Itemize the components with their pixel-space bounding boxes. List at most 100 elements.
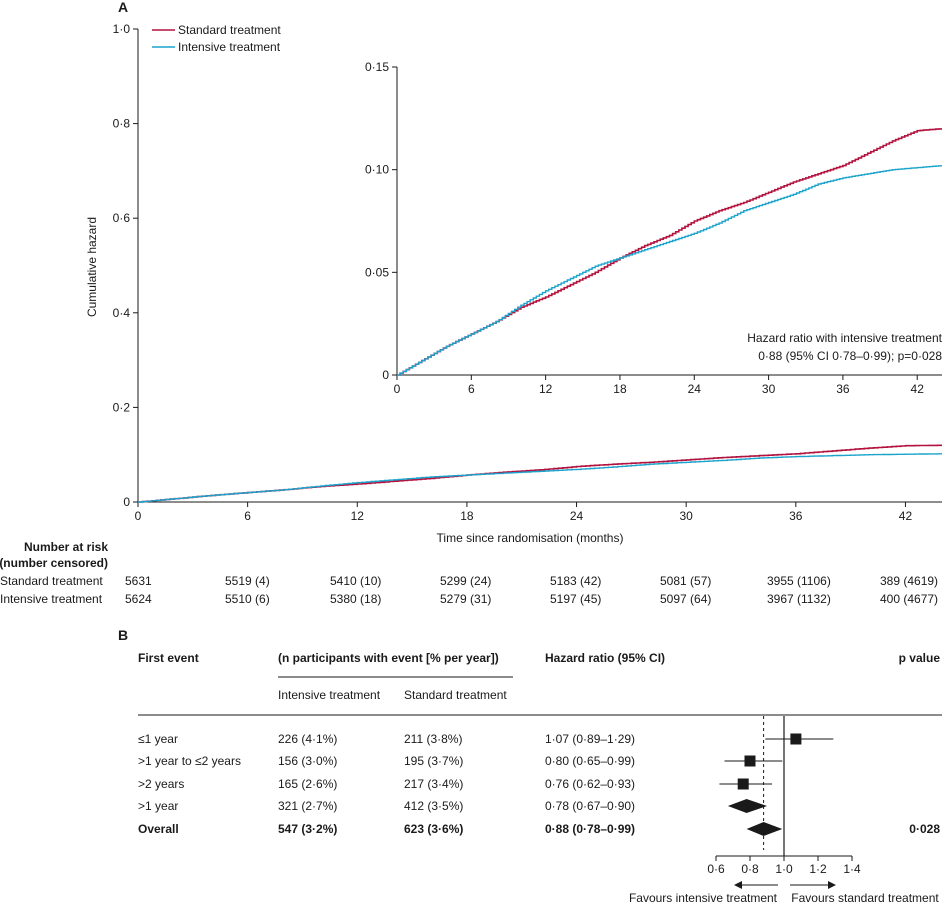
inset-chart: 0 6 12 18 24 30 36 42 0 0·05 0·10 0·15 Hazard ratio… — [365, 60, 942, 396]
risk-cell: 5299 (24) — [440, 574, 491, 588]
forest-row-label: Overall — [138, 822, 179, 836]
inset-x-tick-label: 6 — [468, 382, 475, 396]
main-y-tick-label: 0·8 — [113, 117, 131, 131]
inset-y-tick-label: 0 — [382, 368, 389, 382]
inset-y-tick-label: 0·15 — [365, 60, 389, 74]
forest-row-label: ≤1 year — [138, 732, 178, 746]
risk-cell: 5410 (10) — [330, 574, 381, 588]
main-y-tick-label: 0 — [123, 495, 130, 509]
main-y-axis-label: Cumulative hazard — [85, 217, 99, 317]
forest-row-label: >1 year to ≤2 years — [138, 754, 241, 768]
main-x-tick-label: 12 — [351, 509, 365, 523]
favours-standard-label: Favours standard treatment — [791, 891, 939, 905]
main-x-axis-label: Time since randomisation (months) — [437, 531, 624, 545]
risk-cell: 5097 (64) — [660, 592, 711, 606]
forest-point-square — [744, 755, 756, 767]
inset-axes: 0 6 12 18 24 30 36 42 0 0·05 0·10 0·15 — [365, 60, 942, 396]
main-y-tick-label: 0·6 — [113, 211, 131, 225]
main-chart: 0 6 12 18 24 30 36 42 0 0·2 0·4 0·6 0·8 1·0 Cumulativ… — [85, 22, 942, 545]
forest-point-square — [790, 733, 802, 745]
forest-header-participants: (n participants with event [% per year]) — [278, 651, 499, 665]
forest-header-p: p value — [899, 651, 941, 665]
risk-cell: 3955 (1106) — [767, 574, 831, 588]
forest-hr-text: 0·76 (0·62–0·93) — [545, 777, 635, 791]
forest-header-intensive: Intensive treatment — [278, 688, 381, 702]
risk-table-title-2: (number censored) — [0, 556, 108, 570]
risk-cell: 5081 (57) — [660, 574, 711, 588]
risk-cell: 5197 (45) — [550, 592, 601, 606]
forest-row-label: >1 year — [138, 799, 178, 813]
forest-standard-value: 211 (3·8%) — [404, 732, 462, 746]
legend-label-intensive: Intensive treatment — [178, 40, 281, 54]
risk-cell: 400 (4677) — [880, 592, 938, 606]
main-series-standard — [138, 444, 942, 503]
forest-graphic: 0·6 0·8 1·0 1·2 1·4 — [707, 716, 861, 889]
inset-x-tick-label: 0 — [394, 382, 401, 396]
inset-x-tick-label: 36 — [836, 382, 850, 396]
inset-y-tick-label: 0·05 — [365, 265, 389, 279]
forest-intensive-value: 226 (4·1%) — [278, 732, 337, 746]
inset-x-tick-label: 12 — [539, 382, 553, 396]
panel-b-label: B — [118, 627, 128, 643]
inset-y-tick-label: 0·10 — [365, 163, 389, 177]
hazard-ratio-note-line2: 0·88 (95% CI 0·78–0·99); p=0·028 — [758, 349, 942, 363]
forest-standard-value: 217 (3·4%) — [404, 777, 463, 791]
main-axes: 0 6 12 18 24 30 36 42 0 0·2 0·4 0·6 0·8 1·0 — [113, 22, 942, 523]
risk-cell: 389 (4619) — [880, 574, 938, 588]
forest-x-tick-label: 1·4 — [843, 862, 861, 876]
forest-hr-text: 0·78 (0·67–0·90) — [545, 799, 635, 813]
risk-table: Number at risk (number censored) Standar… — [0, 540, 938, 606]
risk-cell: 5519 (4) — [225, 574, 270, 588]
main-series — [138, 444, 942, 503]
favours-intensive-label: Favours intensive treatment — [629, 891, 778, 905]
main-x-tick-label: 30 — [680, 509, 694, 523]
main-x-tick-label: 36 — [789, 509, 803, 523]
forest-intensive-value: 156 (3·0%) — [278, 754, 337, 768]
main-y-tick-label: 0·4 — [113, 306, 131, 320]
risk-cell: 5183 (42) — [550, 574, 601, 588]
panel-a-label: A — [118, 0, 128, 15]
inset-x-tick-label: 24 — [688, 382, 702, 396]
forest-point-diamond — [746, 822, 783, 836]
legend-label-standard: Standard treatment — [178, 23, 281, 37]
inset-series-intensive — [397, 165, 942, 376]
forest-p-value: 0·028 — [909, 822, 940, 836]
forest-row-label: >2 years — [138, 777, 184, 791]
main-x-tick-label: 0 — [135, 509, 142, 523]
inset-x-tick-label: 18 — [613, 382, 627, 396]
risk-row-label: Intensive treatment — [0, 592, 103, 606]
risk-table-title-1: Number at risk — [24, 540, 108, 554]
forest-hr-text: 0·88 (0·78–0·99) — [545, 822, 635, 836]
main-series-intensive — [138, 453, 942, 503]
forest-plot: First event (n participants with event [… — [138, 651, 942, 905]
main-x-tick-label: 18 — [460, 509, 474, 523]
risk-cell: 5380 (18) — [330, 592, 381, 606]
legend: Standard treatment Intensive treatment — [152, 23, 281, 54]
inset-series — [397, 128, 942, 376]
main-y-tick-label: 0·2 — [113, 400, 131, 414]
forest-x-tick-label: 1·2 — [809, 862, 827, 876]
forest-x-tick-label: 0·6 — [707, 862, 725, 876]
risk-cell: 5279 (31) — [440, 592, 491, 606]
main-x-tick-label: 42 — [899, 509, 913, 523]
forest-header-standard: Standard treatment — [404, 688, 507, 702]
inset-x-tick-label: 30 — [762, 382, 776, 396]
risk-cell: 5631 — [125, 574, 152, 588]
main-x-tick-label: 6 — [244, 509, 251, 523]
risk-cell: 3967 (1132) — [767, 592, 831, 606]
forest-standard-value: 412 (3·5%) — [404, 799, 463, 813]
forest-intensive-value: 321 (2·7%) — [278, 799, 337, 813]
forest-point-square — [737, 778, 749, 790]
forest-x-tick-label: 1·0 — [775, 862, 793, 876]
forest-hr-text: 1·07 (0·89–1·29) — [545, 732, 635, 746]
hazard-ratio-note-line1: Hazard ratio with intensive treatment — [747, 331, 942, 345]
risk-row-label: Standard treatment — [0, 574, 103, 588]
forest-header-first-event: First event — [138, 651, 199, 665]
forest-x-tick-label: 0·8 — [741, 862, 759, 876]
main-y-tick-label: 1·0 — [113, 22, 131, 36]
forest-standard-value: 195 (3·7%) — [404, 754, 463, 768]
forest-standard-value: 623 (3·6%) — [404, 822, 463, 836]
forest-rows: ≤1 year 226 (4·1%) 211 (3·8%) 1·07 (0·89–1·… — [138, 732, 940, 836]
forest-intensive-value: 547 (3·2%) — [278, 822, 337, 836]
